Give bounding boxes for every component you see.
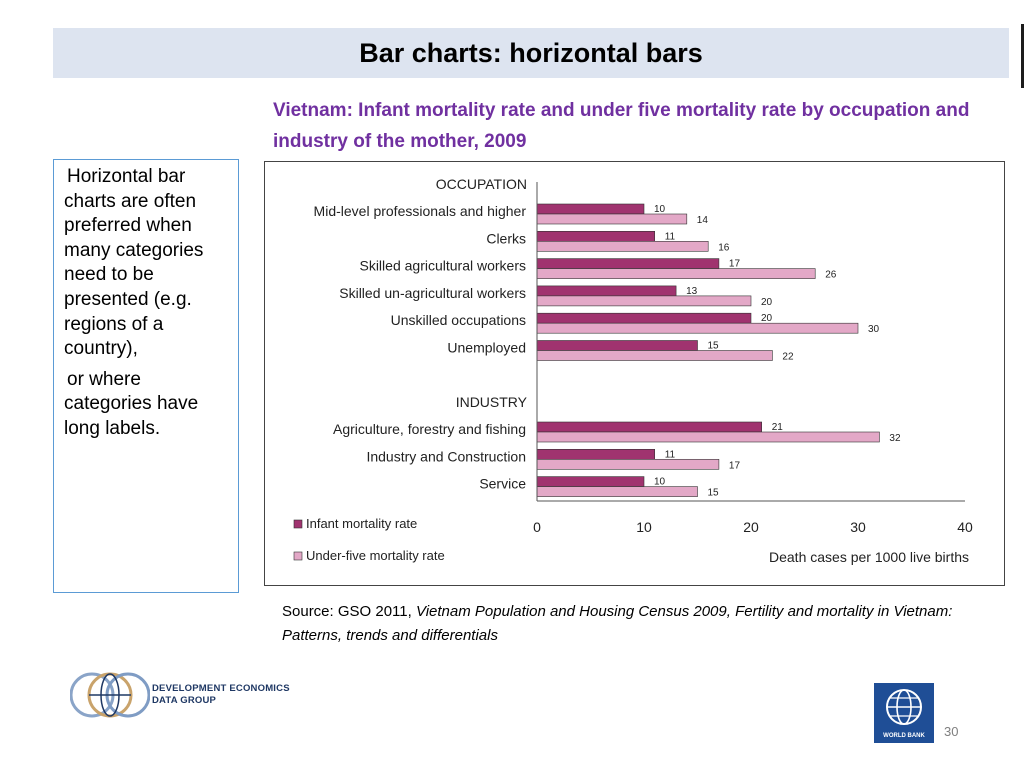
bar-under-five [536,241,709,252]
category-label: Clerks [486,230,526,246]
group-heading-0: OCCUPATION [436,176,527,192]
bar-infant [536,231,655,242]
x-tick-label: 0 [533,519,541,535]
data-label-under-five: 14 [697,215,709,226]
slide-title: Bar charts: horizontal bars [359,37,703,68]
decg-logo [69,670,151,725]
sidebar-paragraph-2: or where categories have long labels. [64,368,199,439]
category-label: Skilled agricultural workers [359,258,526,274]
decg-logo-text: DEVELOPMENT ECONOMICS DATA GROUP [152,683,290,707]
category-label: Industry and Construction [366,448,526,464]
bar-under-five [536,322,859,334]
title-right-rule [1021,24,1024,88]
x-tick-label: 10 [636,519,652,535]
data-label-infant: 20 [761,313,773,324]
source-prefix: Source: GSO 2011, [282,603,416,620]
data-label-infant: 10 [654,204,666,215]
bar-under-five [536,213,688,225]
globe-rings-icon [69,672,151,718]
x-tick-label: 40 [957,519,973,535]
world-bank-logo-text: WORLD BANK [883,733,925,739]
data-label-under-five: 15 [708,488,720,499]
category-label: Mid-level professionals and higher [314,203,527,219]
category-label: Service [479,476,526,492]
x-tick-label: 20 [743,519,759,535]
data-label-under-five: 16 [718,242,730,253]
sidebar-textbox: Horizontal bar charts are often preferre… [53,159,239,593]
source-title: Vietnam Population and Housing Census 20… [282,603,953,644]
bar-under-five [536,431,880,443]
group-heading-1: INDUSTRY [456,394,528,410]
bar-under-five [536,268,816,279]
data-label-infant: 11 [665,449,676,460]
data-label-under-five: 22 [782,352,794,363]
logo-text-line1: DEVELOPMENT ECONOMICS [152,683,290,694]
world-bank-logo: WORLD BANK [874,683,934,743]
bar-infant [536,421,762,433]
bar-infant [536,312,752,324]
source-note: Source: GSO 2011, Vietnam Population and… [282,600,1012,648]
bar-infant [536,285,677,297]
data-label-infant: 10 [654,477,666,488]
sidebar-paragraph-1: Horizontal bar charts are often preferre… [64,166,204,360]
legend-swatch-under-five [293,551,303,561]
legend-swatch-infant [293,519,303,529]
bar-under-five [536,486,698,497]
bar-under-five [536,350,773,361]
data-label-infant: 17 [729,259,741,270]
data-label-infant: 21 [772,422,784,433]
data-label-under-five: 26 [825,270,837,281]
legend-label-infant: Infant mortality rate [306,516,417,531]
bar-under-five [536,295,752,307]
data-label-under-five: 17 [729,460,741,471]
data-label-under-five: 30 [868,324,880,335]
category-label: Skilled un-agricultural workers [339,285,526,301]
data-label-infant: 15 [708,341,720,352]
chart-frame: OCCUPATION Mid-level professionals and hi… [264,161,1005,586]
data-label-infant: 13 [686,286,698,297]
x-axis-label: Death cases per 1000 live births [769,549,969,565]
title-bar: Bar charts: horizontal bars [53,28,1009,78]
bar-infant [536,340,698,351]
bar-infant [536,448,655,460]
data-label-infant: 11 [665,231,676,242]
bar-infant [536,203,645,215]
category-label: Unskilled occupations [391,312,526,328]
logo-text-line2: DATA GROUP [152,695,217,706]
category-label: Unemployed [447,340,526,356]
bar-chart: OCCUPATION Mid-level professionals and hi… [293,176,973,565]
bar-infant [536,476,645,487]
legend-label-under-five: Under-five mortality rate [306,548,445,563]
world-bank-globe-icon [886,689,922,725]
category-label: Agriculture, forestry and fishing [333,421,526,437]
chart-subtitle: Vietnam: Infant mortality rate and under… [273,100,970,152]
page-number: 30 [944,724,959,739]
data-label-under-five: 20 [761,297,773,308]
bar-under-five [536,458,720,470]
x-tick-label: 30 [850,519,866,535]
bar-infant [536,258,720,269]
data-label-under-five: 32 [889,433,901,444]
